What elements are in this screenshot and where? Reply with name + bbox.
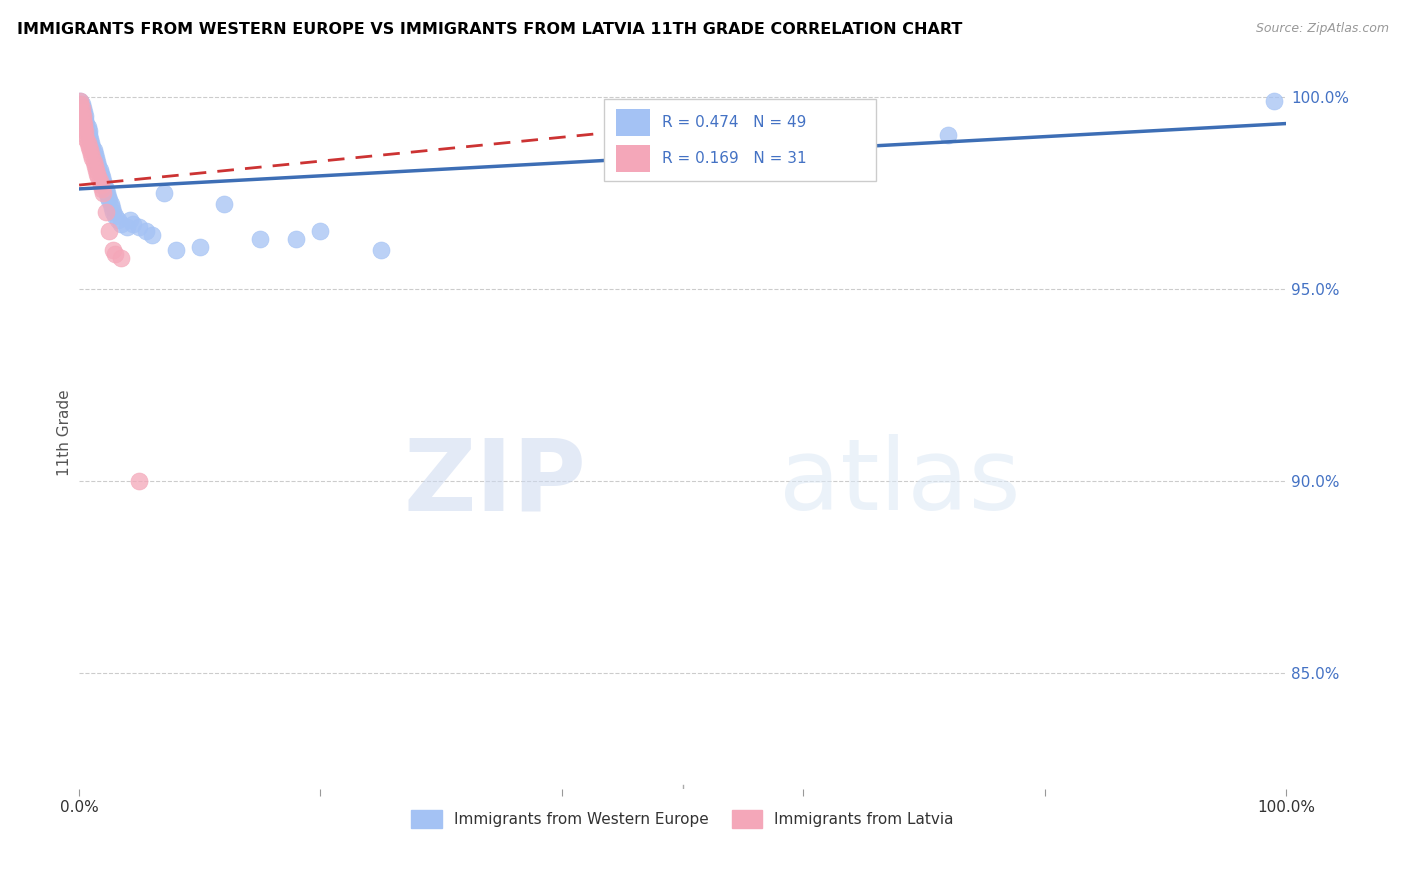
Point (936, 128, 959, 142)
Point (104, 209, 127, 223)
Point (80, 147, 103, 161)
Point (86, 155, 108, 169)
Point (188, 239, 211, 253)
Point (83, 147, 105, 161)
Point (122, 217, 145, 231)
Point (72, 112, 94, 127)
Point (70, 101, 93, 115)
Point (94, 182, 117, 196)
Point (86, 167, 108, 181)
Point (128, 474, 150, 488)
Point (70, 105, 93, 120)
Point (83, 144, 105, 158)
Point (101, 205, 124, 219)
Point (89, 174, 111, 188)
Point (77, 128, 100, 142)
Point (98, 224, 121, 238)
Point (70, 97, 93, 112)
Point (76, 136, 98, 150)
Point (69, 94, 91, 108)
Point (75, 132, 97, 146)
Point (73, 120, 96, 135)
Point (285, 232, 308, 246)
Point (75, 124, 97, 138)
Point (118, 212, 141, 227)
Point (1263, 94, 1285, 108)
Point (152, 186, 174, 200)
Point (90, 167, 112, 181)
Point (83, 155, 105, 169)
Point (128, 220, 150, 235)
Point (87, 159, 110, 173)
Point (87, 170, 110, 185)
Point (75, 128, 97, 142)
Point (83, 159, 105, 173)
Point (91, 182, 114, 196)
Point (77, 124, 100, 138)
Point (79, 132, 101, 146)
Point (72, 109, 94, 123)
Y-axis label: 11th Grade: 11th Grade (58, 390, 72, 476)
Point (141, 227, 163, 242)
Point (100, 201, 122, 215)
Point (80, 136, 103, 150)
Text: Source: ZipAtlas.com: Source: ZipAtlas.com (1256, 22, 1389, 36)
Text: ZIP: ZIP (404, 434, 586, 532)
Point (165, 244, 187, 258)
Point (117, 220, 139, 235)
Point (100, 197, 122, 211)
Point (212, 197, 235, 211)
Point (73, 105, 96, 120)
Point (69, 97, 91, 112)
Point (91, 186, 114, 200)
Point (75, 117, 97, 131)
Text: R = 0.474   N = 49: R = 0.474 N = 49 (662, 115, 807, 130)
Point (101, 244, 124, 258)
Point (75, 112, 97, 127)
Point (96, 186, 118, 200)
Point (82, 151, 104, 165)
Point (309, 224, 332, 238)
Point (76, 120, 98, 135)
Point (94, 205, 117, 219)
Bar (616, 145, 650, 172)
Point (82, 139, 104, 153)
Point (104, 247, 127, 261)
Text: atlas: atlas (779, 434, 1021, 532)
Point (93, 178, 115, 192)
Point (89, 162, 111, 177)
Point (134, 224, 156, 238)
Point (69, 94, 91, 108)
Legend: Immigrants from Western Europe, Immigrants from Latvia: Immigrants from Western Europe, Immigran… (405, 805, 960, 834)
Point (91, 170, 114, 185)
Point (110, 217, 132, 231)
Point (249, 232, 271, 246)
Point (370, 244, 392, 258)
Point (72, 101, 94, 115)
FancyBboxPatch shape (605, 99, 876, 180)
Point (75, 109, 97, 123)
Point (77, 139, 100, 153)
Point (79, 144, 101, 158)
Point (84, 151, 107, 165)
Bar (616, 110, 650, 136)
Point (97, 189, 120, 203)
Point (110, 251, 132, 265)
Point (98, 194, 121, 208)
Point (84, 162, 107, 177)
Point (91, 174, 114, 188)
Text: IMMIGRANTS FROM WESTERN EUROPE VS IMMIGRANTS FROM LATVIA 11TH GRADE CORRELATION : IMMIGRANTS FROM WESTERN EUROPE VS IMMIGR… (17, 22, 962, 37)
Text: R = 0.169   N = 31: R = 0.169 N = 31 (662, 151, 807, 166)
Point (90, 178, 112, 192)
Point (107, 212, 129, 227)
Point (73, 117, 96, 131)
